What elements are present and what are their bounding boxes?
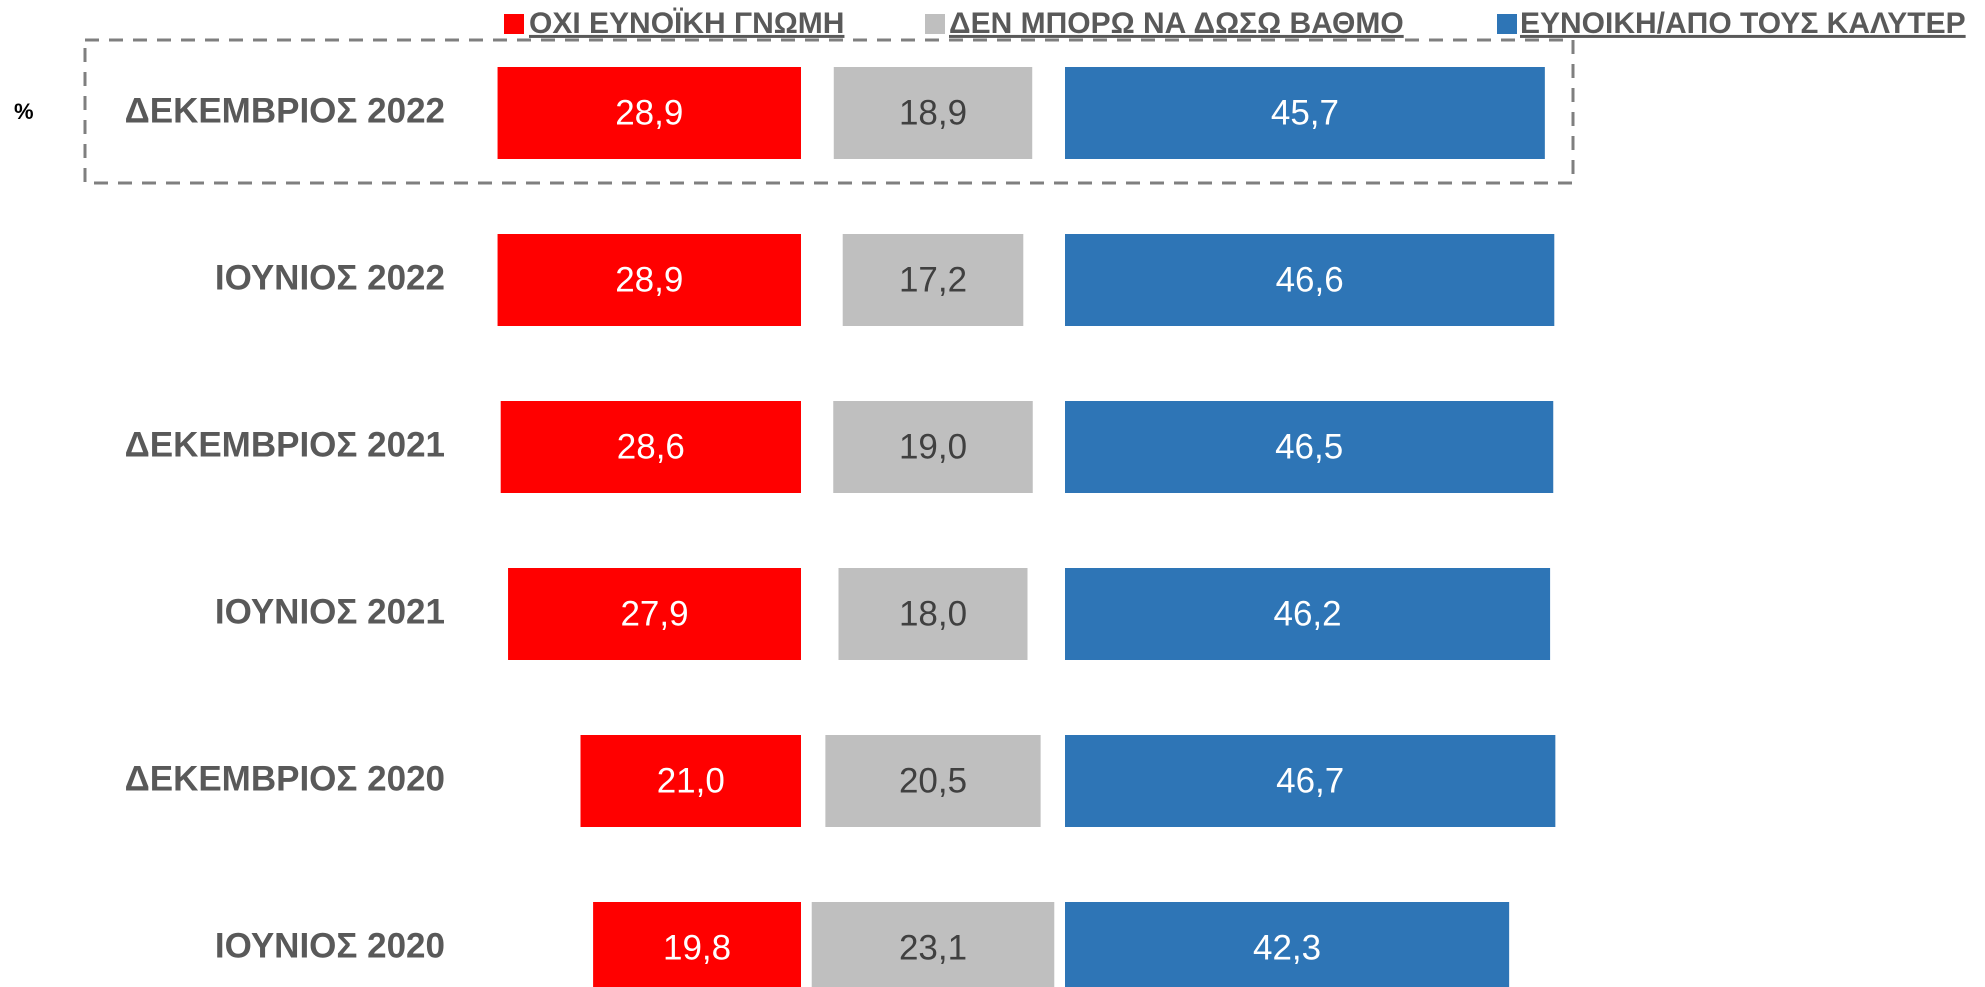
value-label: 20,5 [899,761,967,800]
bar [593,902,801,987]
bar [838,568,1028,660]
bar [1065,902,1510,987]
legend-swatch [925,14,945,34]
legend-swatch [504,14,524,34]
bar [825,735,1041,827]
unit-label: % [14,99,34,124]
bar [1065,234,1555,326]
category-label: ΔΕΚΕΜΒΡΙΟΣ 2022 [125,91,445,130]
legend-label: ΔΕΝ ΜΠΟΡΩ ΝΑ ΔΩΣΩ ΒΑΘΜΟ [949,7,1404,40]
legend-label: ΕΥΝΟΙΚΗ/ΑΠΟ ΤΟΥΣ ΚΑΛΥΤΕΡ [1520,7,1966,40]
bar [1065,568,1551,660]
value-label: 21,0 [657,761,725,800]
bar [500,401,801,493]
bar [833,401,1033,493]
bar [497,234,801,326]
category-label: ΔΕΚΕΜΒΡΙΟΣ 2020 [125,759,445,798]
category-label: ΔΕΚΕΜΒΡΙΟΣ 2021 [125,425,445,464]
bar [1065,67,1545,159]
category-label: ΙΟΥΝΙΟΣ 2022 [215,258,445,297]
value-label: 19,8 [663,928,731,967]
legend-swatch [1497,14,1517,34]
bar [1065,735,1556,827]
value-label: 18,9 [899,93,967,132]
bar [508,568,801,660]
highlight-box [83,38,1575,185]
bar [833,67,1033,159]
bar [580,735,801,827]
value-label: 19,0 [899,427,967,466]
value-label: 46,6 [1276,260,1344,299]
legend-label: ΟΧΙ ΕΥΝΟΪΚΗ ΓΝΩΜΗ [529,7,844,40]
value-label: 46,2 [1273,594,1341,633]
bar [842,234,1024,326]
value-label: 27,9 [620,594,688,633]
value-label: 28,9 [615,93,683,132]
category-label: ΙΟΥΝΙΟΣ 2020 [215,926,445,965]
value-label: 45,7 [1271,93,1339,132]
value-label: 28,9 [615,260,683,299]
value-label: 17,2 [899,260,967,299]
value-label: 23,1 [899,928,967,967]
value-label: 28,6 [617,427,685,466]
value-label: 46,5 [1275,427,1343,466]
value-label: 46,7 [1276,761,1344,800]
category-label: ΙΟΥΝΙΟΣ 2021 [215,592,445,631]
value-label: 42,3 [1253,928,1321,967]
bar [1065,401,1554,493]
value-label: 18,0 [899,594,967,633]
bar [811,902,1055,987]
bar [497,67,801,159]
